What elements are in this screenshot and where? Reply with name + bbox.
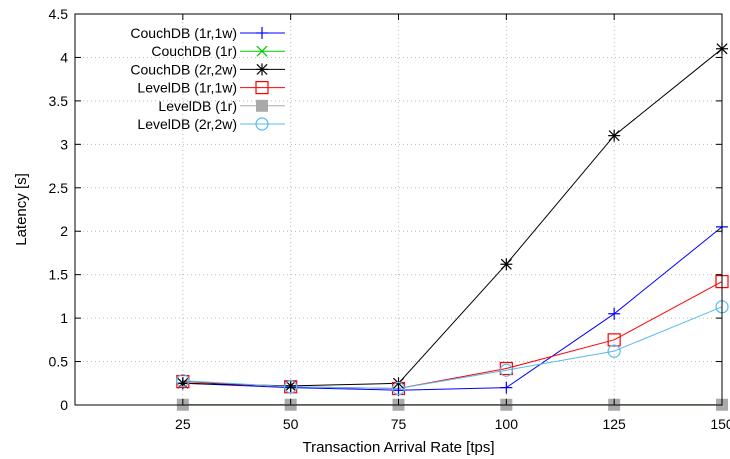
legend-label: CouchDB (2r,2w) [130, 61, 237, 77]
x-tick-label: 125 [602, 416, 626, 432]
series-line-0 [183, 227, 722, 390]
y-tick-label: 4.5 [49, 6, 69, 22]
series-line-3 [183, 282, 722, 389]
y-tick-label: 3 [60, 136, 68, 152]
x-tick-label: 150 [710, 416, 730, 432]
y-tick-label: 0 [60, 397, 68, 413]
x-axis-title: Transaction Arrival Rate [tps] [302, 439, 494, 456]
series-markers [177, 43, 728, 411]
y-tick-label: 4 [60, 49, 68, 65]
series-line-5 [183, 307, 722, 389]
y-tick-label: 3.5 [49, 93, 69, 109]
legend-swatch-marker [256, 27, 268, 39]
y-tick-label: 0.5 [49, 354, 69, 370]
legend-swatch-marker [256, 100, 268, 112]
legend-label: LevelDB (1r,1w) [137, 80, 237, 96]
legend: CouchDB (1r,1w) CouchDB (1r) CouchDB (2r,2… [130, 25, 285, 132]
data-point-2-4 [608, 130, 620, 142]
x-tick-labels: 25 50 75 100 125 150 [175, 416, 730, 432]
legend-label: LevelDB (2r,2w) [137, 116, 237, 132]
data-point-0-3 [500, 382, 512, 394]
y-tick-label: 2 [60, 223, 68, 239]
x-tick-label: 100 [495, 416, 519, 432]
legend-label: CouchDB (1r) [151, 43, 237, 59]
legend-swatch-marker [256, 63, 268, 75]
x-tick-label: 75 [391, 416, 407, 432]
x-tick-label: 25 [175, 416, 191, 432]
x-tick-label: 50 [283, 416, 299, 432]
y-tick-label: 1.5 [49, 267, 69, 283]
data-point-2-3 [500, 258, 512, 270]
data-point-0-4 [608, 308, 620, 320]
series-line-2 [183, 49, 722, 386]
y-axis-title: Latency [s] [13, 173, 30, 246]
y-tick-label: 2.5 [49, 180, 69, 196]
data-point-2-2 [393, 377, 405, 389]
y-tick-label: 1 [60, 310, 68, 326]
legend-label: CouchDB (1r,1w) [130, 25, 237, 41]
y-tick-labels: 0 0.5 1 1.5 2 2.5 3 3.5 4 4.5 [49, 6, 69, 413]
legend-label: LevelDB (1r) [158, 98, 237, 114]
